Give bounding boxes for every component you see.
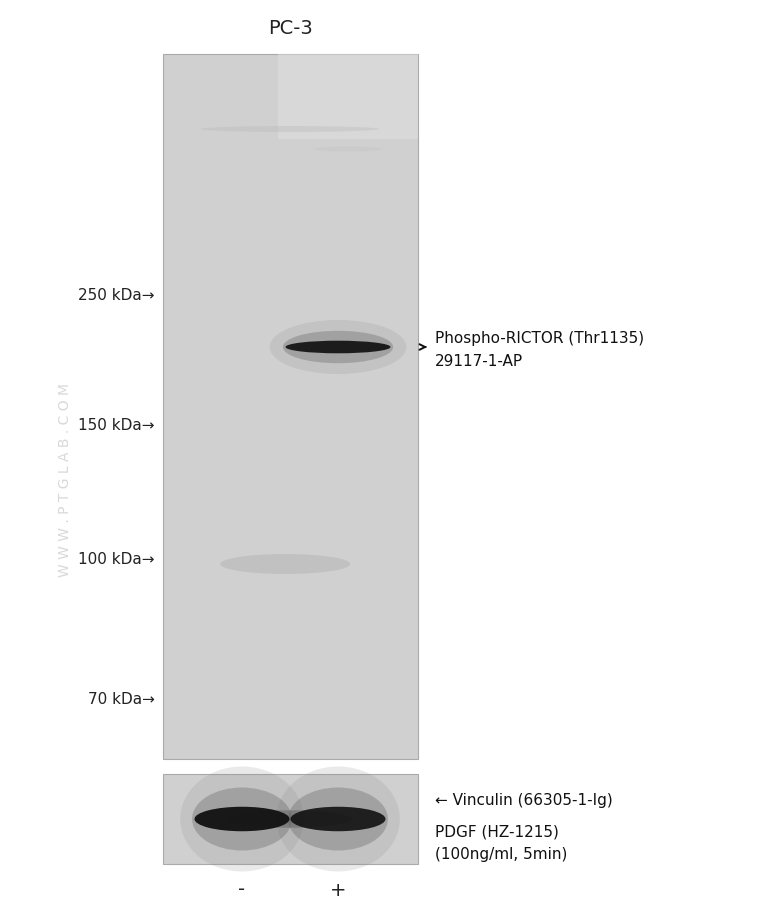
Ellipse shape [180,767,303,871]
Ellipse shape [220,555,350,575]
Ellipse shape [285,341,391,354]
Text: 100 kDa→: 100 kDa→ [79,552,155,566]
Ellipse shape [200,127,379,133]
Text: 150 kDa→: 150 kDa→ [79,417,155,432]
Ellipse shape [283,331,393,364]
Ellipse shape [194,807,289,832]
Ellipse shape [192,787,292,851]
Ellipse shape [288,787,388,851]
Text: PC-3: PC-3 [268,18,312,38]
Bar [278,55,418,140]
Text: Phospho-RICTOR (Thr1135): Phospho-RICTOR (Thr1135) [435,330,644,345]
Ellipse shape [313,147,383,152]
Text: +: + [330,879,346,898]
Text: -: - [239,879,246,898]
Text: 250 kDa→: 250 kDa→ [79,287,155,302]
Ellipse shape [290,807,385,832]
Text: 70 kDa→: 70 kDa→ [88,692,155,706]
Text: ← Vinculin (66305-1-Ig): ← Vinculin (66305-1-Ig) [435,792,613,806]
Text: (100ng/ml, 5min): (100ng/ml, 5min) [435,847,567,861]
Text: PDGF (HZ-1215): PDGF (HZ-1215) [435,824,559,839]
Ellipse shape [228,810,353,828]
Ellipse shape [270,320,406,374]
Text: 29117-1-AP: 29117-1-AP [435,354,523,369]
Bar [163,55,418,759]
Text: W W W . P T G L A B . C O M: W W W . P T G L A B . C O M [58,382,72,576]
Bar [163,774,418,864]
Ellipse shape [276,767,399,871]
